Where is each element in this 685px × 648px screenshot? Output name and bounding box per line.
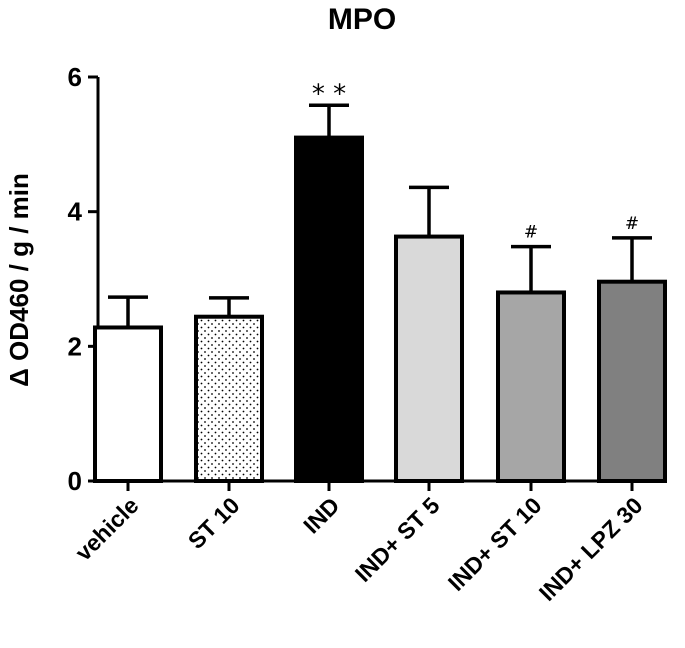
bar <box>194 314 264 483</box>
bar <box>93 325 163 484</box>
bars-group <box>93 135 667 484</box>
significance-hash: # <box>625 214 639 234</box>
y-tick-label: 4 <box>68 197 83 227</box>
y-axis-label: Δ OD460 / g / min <box>4 173 34 387</box>
category-label: IND+ ST 10 <box>443 492 547 596</box>
y-tick-label: 0 <box>68 466 82 496</box>
significance-hash: # <box>524 223 538 243</box>
annotations-group: * * # # <box>312 79 639 242</box>
error-bars-group <box>108 103 652 328</box>
category-label: IND+ ST 5 <box>350 492 445 587</box>
chart-title: MPO <box>328 3 396 36</box>
category-label: IND <box>298 492 344 538</box>
y-tick-label: 6 <box>68 62 82 92</box>
x-axis <box>96 479 666 491</box>
bar <box>597 279 667 483</box>
category-label: ST 10 <box>183 492 245 554</box>
y-tick-label: 2 <box>68 331 82 361</box>
bar <box>294 135 364 483</box>
category-label: vehicle <box>70 492 144 566</box>
category-label: IND+ LPZ 30 <box>534 492 648 606</box>
bar <box>394 234 464 483</box>
significance-stars: * * <box>312 79 346 109</box>
bar <box>496 290 566 484</box>
